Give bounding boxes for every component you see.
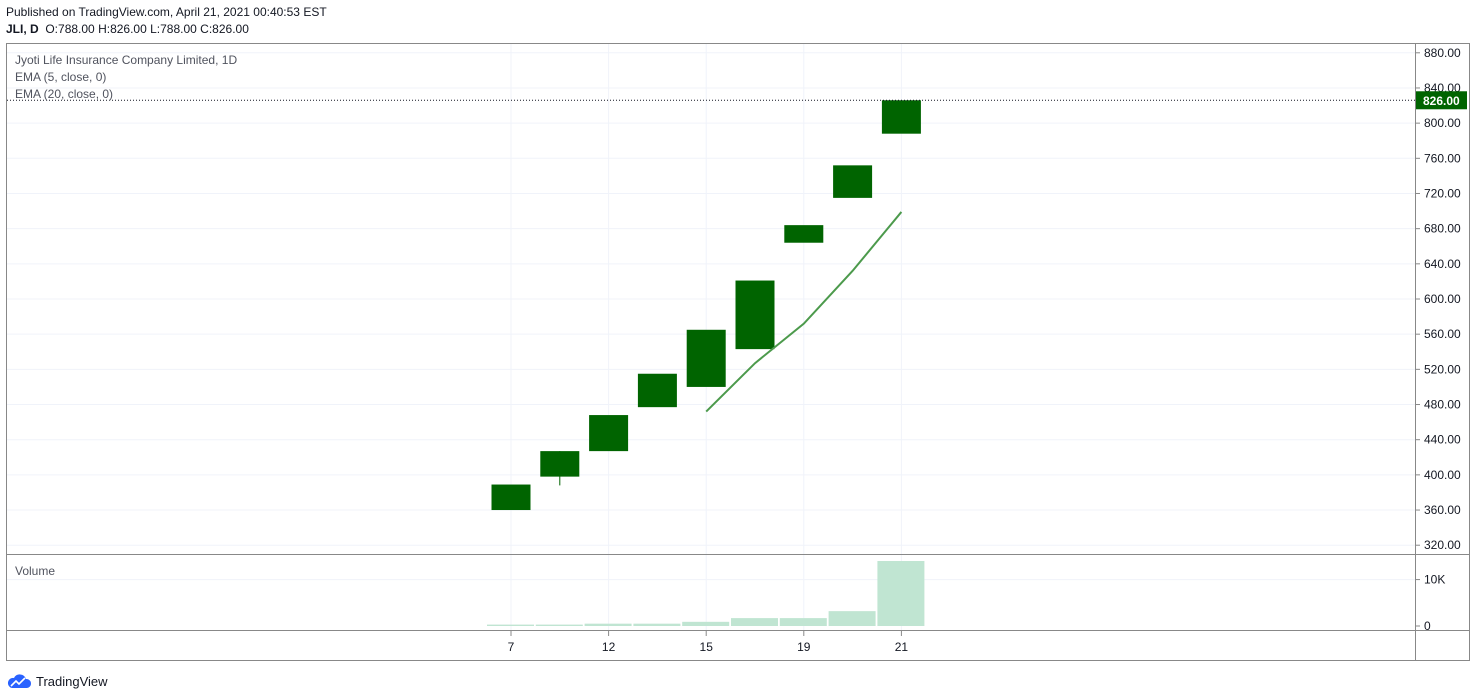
volume-bar [682, 621, 730, 626]
last-price-tag-bg [1416, 91, 1467, 110]
cloud-icon [7, 674, 32, 688]
candle [686, 329, 726, 387]
published-note: Published on TradingView.com, April 21, … [6, 5, 327, 19]
legend-title: Jyoti Life Insurance Company Limited, 1D [15, 53, 238, 67]
volume-tick-label: 0 [1424, 619, 1431, 633]
candles [491, 100, 921, 511]
candle [491, 484, 531, 511]
last-price-tag-label: 826.00 [1423, 94, 1460, 108]
low-value: 788.00 [160, 22, 197, 36]
price-axis[interactable]: 880.00840.00800.00760.00720.00680.00640.… [1415, 46, 1461, 552]
volume-bar [877, 561, 925, 626]
price-tick-label: 560.00 [1424, 327, 1461, 341]
candle [881, 100, 921, 134]
volume-bar [779, 618, 827, 626]
time-tick-label: 21 [895, 640, 909, 654]
price-tick-label: 760.00 [1424, 151, 1461, 165]
price-tick-label: 720.00 [1424, 186, 1461, 200]
volume-axis: 10K 0 [1415, 573, 1445, 633]
last-price-tag: 826.00 [1416, 91, 1467, 110]
candle [833, 165, 873, 198]
candle [540, 451, 580, 477]
price-tick-label: 320.00 [1424, 538, 1461, 552]
time-axis[interactable]: 7 12 15 19 21 [508, 631, 909, 654]
candle [784, 225, 824, 243]
time-tick-label: 15 [700, 640, 714, 654]
open-value: 788.00 [58, 22, 95, 36]
symbol-label: JLI, D [6, 22, 39, 36]
brand-label: TradingView [36, 673, 108, 689]
legend-volume: Volume [15, 564, 56, 578]
price-tick-label: 600.00 [1424, 292, 1461, 306]
time-tick-label: 19 [797, 640, 811, 654]
volume-bar [584, 623, 632, 626]
price-tick-label: 800.00 [1424, 116, 1461, 130]
price-tick-label: 640.00 [1424, 257, 1461, 271]
price-tick-label: 880.00 [1424, 46, 1461, 60]
volume-bar [487, 624, 534, 626]
candle [637, 373, 677, 408]
ema-line [705, 211, 903, 413]
ohlc-readout: JLI, D O:788.00 H:826.00 L:788.00 C:826.… [6, 22, 249, 36]
price-tick-label: 360.00 [1424, 503, 1461, 517]
price-tick-label: 680.00 [1424, 222, 1461, 236]
tradingview-logo[interactable]: TradingView [6, 672, 108, 690]
time-tick-label: 7 [508, 640, 515, 654]
high-value: 826.00 [110, 22, 147, 36]
price-tick-label: 520.00 [1424, 362, 1461, 376]
price-tick-label: 440.00 [1424, 433, 1461, 447]
volume-bar [828, 611, 876, 626]
volume-tick-label: 10K [1424, 573, 1445, 587]
volume-bar [731, 618, 778, 626]
candle [735, 280, 775, 350]
chart-frame [6, 43, 1470, 661]
price-tick-label: 400.00 [1424, 468, 1461, 482]
candle [589, 415, 629, 452]
time-tick-label: 12 [602, 640, 616, 654]
volume-bar [633, 623, 681, 626]
close-value: 826.00 [212, 22, 249, 36]
volume-bars [487, 561, 925, 626]
pane-dividers [6, 43, 1469, 661]
legend-ema20: EMA (20, close, 0) [15, 87, 114, 101]
legend-ema5: EMA (5, close, 0) [15, 70, 107, 84]
volume-bar [535, 624, 583, 626]
price-tick-label: 480.00 [1424, 398, 1461, 412]
